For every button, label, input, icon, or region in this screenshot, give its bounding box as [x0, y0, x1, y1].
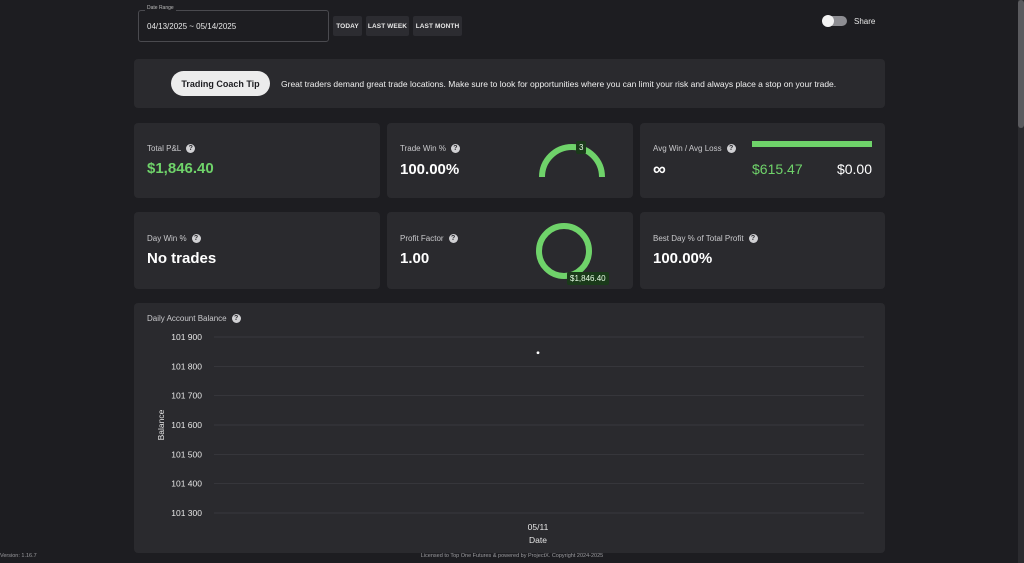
day-win-value: No trades: [147, 250, 217, 267]
day-win-title: Day Win %: [147, 234, 187, 243]
page-scrollbar[interactable]: [1018, 0, 1024, 563]
trade-win-title: Trade Win %: [400, 144, 446, 153]
profit-factor-donut-ring: [536, 223, 592, 279]
avg-win-loss-ratio: ∞: [653, 159, 666, 179]
license-text: Licensed to Top One Futures & powered by…: [420, 553, 604, 559]
version-text: Version: 1.16.7: [0, 553, 37, 559]
total-pnl-card: Total P&L ? $1,846.40: [134, 123, 380, 198]
help-icon[interactable]: ?: [450, 144, 460, 153]
last-month-button[interactable]: LAST MONTH: [413, 16, 462, 36]
coach-tip-text: Great traders demand great trade locatio…: [281, 79, 837, 89]
avg-win-loss-title-row: Avg Win / Avg Loss ?: [653, 144, 736, 153]
y-tick-label: 101 500: [171, 449, 202, 459]
help-icon[interactable]: ?: [448, 234, 458, 243]
best-day-title-row: Best Day % of Total Profit ?: [653, 234, 758, 243]
best-day-value: 100.00%: [653, 250, 713, 267]
today-button[interactable]: TODAY: [333, 16, 362, 36]
daily-balance-chart[interactable]: 101 900 101 800 101 700 101 600 101 500 101 4…: [134, 303, 885, 553]
help-icon[interactable]: ?: [726, 144, 736, 153]
scrollbar-thumb[interactable]: [1018, 0, 1024, 128]
y-tick-label: 101 800: [171, 361, 202, 371]
help-icon[interactable]: ?: [231, 314, 241, 323]
profit-factor-card: Profit Factor ? 1.00 $1,846.40: [387, 212, 633, 289]
profit-factor-badge: $1,846.40: [567, 272, 609, 285]
profit-factor-donut: [536, 223, 592, 279]
share-label: Share: [854, 17, 876, 26]
profit-factor-title: Profit Factor: [400, 234, 444, 243]
avg-win-value: $615.47: [752, 161, 803, 177]
help-icon[interactable]: ?: [191, 234, 201, 243]
day-win-title-row: Day Win % ?: [147, 234, 201, 243]
trade-win-title-row: Trade Win % ?: [400, 144, 460, 153]
y-tick-label: 101 700: [171, 391, 202, 401]
coach-tip-pill[interactable]: Trading Coach Tip: [171, 71, 270, 96]
help-icon[interactable]: ?: [748, 234, 758, 243]
y-tick-label: 101 400: [171, 479, 202, 489]
trade-win-value: 100.00%: [400, 161, 460, 178]
avg-loss-value: $0.00: [836, 161, 872, 177]
profit-factor-value: 1.00: [400, 250, 430, 267]
date-range-label: Date Range: [145, 5, 176, 11]
y-axis-label: Balance: [156, 409, 166, 440]
x-axis-label: Date: [529, 535, 547, 545]
avg-win-loss-title: Avg Win / Avg Loss: [653, 144, 722, 153]
avg-win-loss-bar: [752, 141, 872, 147]
y-tick-label: 101 900: [171, 332, 202, 342]
coach-tip-card: Trading Coach Tip Great traders demand g…: [134, 59, 885, 108]
total-pnl-title: Total P&L: [147, 144, 182, 153]
best-day-card: Best Day % of Total Profit ? 100.00%: [640, 212, 885, 289]
help-icon[interactable]: ?: [186, 144, 196, 153]
last-week-button[interactable]: LAST WEEK: [366, 16, 409, 36]
share-toggle[interactable]: [822, 15, 847, 27]
trade-win-gauge-arc: [539, 144, 605, 178]
total-pnl-value: $1,846.40: [147, 160, 214, 177]
trade-count-badge: 3: [576, 141, 587, 154]
x-tick-label: 05/11: [528, 522, 549, 532]
trade-win-card: Trade Win % ? 100.00% 3: [387, 123, 633, 198]
daily-balance-card: Daily Account Balance ? 101 900 101 800 10…: [134, 303, 885, 553]
best-day-title: Best Day % of Total Profit: [653, 234, 744, 243]
toggle-knob: [822, 15, 834, 27]
chart-title: Daily Account Balance: [147, 314, 227, 323]
chart-title-row: Daily Account Balance ?: [147, 314, 241, 323]
profit-factor-title-row: Profit Factor ?: [400, 234, 458, 243]
day-win-card: Day Win % ? No trades: [134, 212, 380, 289]
trade-win-gauge: [539, 144, 605, 178]
total-pnl-title-row: Total P&L ?: [147, 144, 196, 153]
data-point[interactable]: [536, 351, 540, 355]
date-range-field[interactable]: Date Range 04/13/2025 ~ 05/14/2025: [138, 5, 329, 42]
avg-win-loss-card: Avg Win / Avg Loss ? ∞ $615.47 $0.00: [640, 123, 885, 198]
date-range-value: 04/13/2025 ~ 05/14/2025: [147, 22, 237, 31]
y-tick-label: 101 300: [171, 508, 202, 518]
y-tick-label: 101 600: [171, 420, 202, 430]
